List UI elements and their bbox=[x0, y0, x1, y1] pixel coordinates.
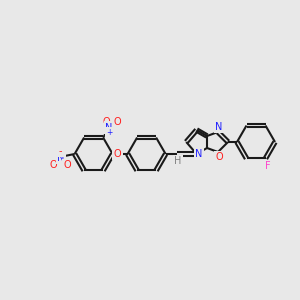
Text: O: O bbox=[215, 152, 223, 162]
Text: N: N bbox=[57, 153, 64, 163]
Text: N: N bbox=[215, 122, 223, 132]
Text: N: N bbox=[105, 122, 113, 133]
Text: O: O bbox=[114, 149, 122, 159]
Text: F: F bbox=[265, 161, 270, 172]
Text: H: H bbox=[174, 156, 181, 166]
Text: +: + bbox=[106, 128, 112, 137]
Text: O: O bbox=[64, 160, 71, 170]
Text: O: O bbox=[102, 116, 110, 127]
Text: O: O bbox=[113, 116, 121, 127]
Text: -: - bbox=[59, 146, 62, 156]
Text: N: N bbox=[195, 149, 202, 159]
Text: O: O bbox=[50, 160, 57, 170]
